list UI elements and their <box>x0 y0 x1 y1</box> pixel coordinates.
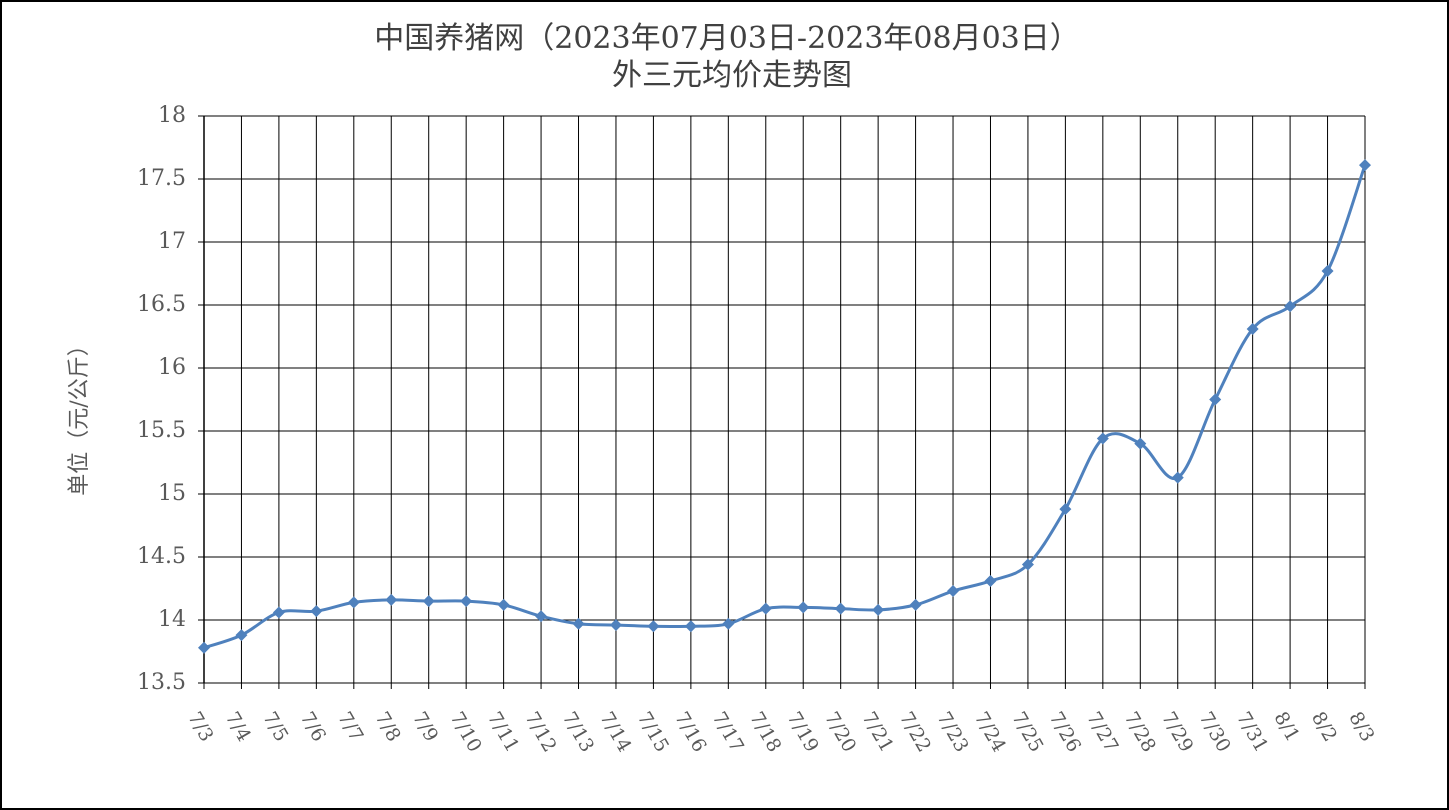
marker <box>1246 322 1259 335</box>
marker <box>947 585 960 598</box>
marker <box>1021 558 1034 571</box>
marker <box>198 641 210 654</box>
y-tick-label: 14.5 <box>137 544 186 569</box>
marker <box>722 617 735 630</box>
y-tick-label: 13.5 <box>137 670 186 695</box>
y-tick-label: 15.5 <box>137 418 186 443</box>
marker <box>1209 393 1222 406</box>
marker <box>235 629 248 642</box>
marker <box>535 610 548 623</box>
marker <box>984 574 997 587</box>
marker <box>872 603 885 616</box>
marker <box>572 617 585 630</box>
marker <box>909 598 922 611</box>
chart-subtitle: 外三元均价走势图 <box>612 58 852 93</box>
marker <box>385 593 398 606</box>
y-tick-label: 16.5 <box>137 292 186 317</box>
marker <box>834 602 847 615</box>
marker <box>1359 159 1371 172</box>
marker <box>272 606 285 619</box>
marker <box>497 598 510 611</box>
marker <box>759 602 772 615</box>
marker <box>1059 503 1072 516</box>
marker <box>647 620 660 633</box>
y-tick-label: 15 <box>158 481 186 506</box>
marker <box>1096 432 1109 445</box>
marker <box>609 619 622 632</box>
marker <box>460 595 473 608</box>
y-tick-label: 14 <box>158 607 186 632</box>
y-tick-label: 18 <box>158 103 186 128</box>
y-tick-label: 16 <box>158 355 186 380</box>
y-tick-label: 17.5 <box>137 166 186 191</box>
marker <box>1171 471 1184 484</box>
y-axis-label: 单位（元/公斤） <box>67 334 92 495</box>
marker <box>1321 264 1334 277</box>
chart-title: 中国养猪网（2023年07月03日-2023年08月03日） <box>374 21 1080 56</box>
marker <box>310 605 323 618</box>
marker <box>797 601 810 614</box>
marker <box>684 620 697 633</box>
marker <box>347 596 360 609</box>
marker <box>1284 300 1297 313</box>
marker <box>422 595 435 608</box>
y-tick-label: 17 <box>158 229 186 254</box>
marker <box>1134 437 1147 450</box>
